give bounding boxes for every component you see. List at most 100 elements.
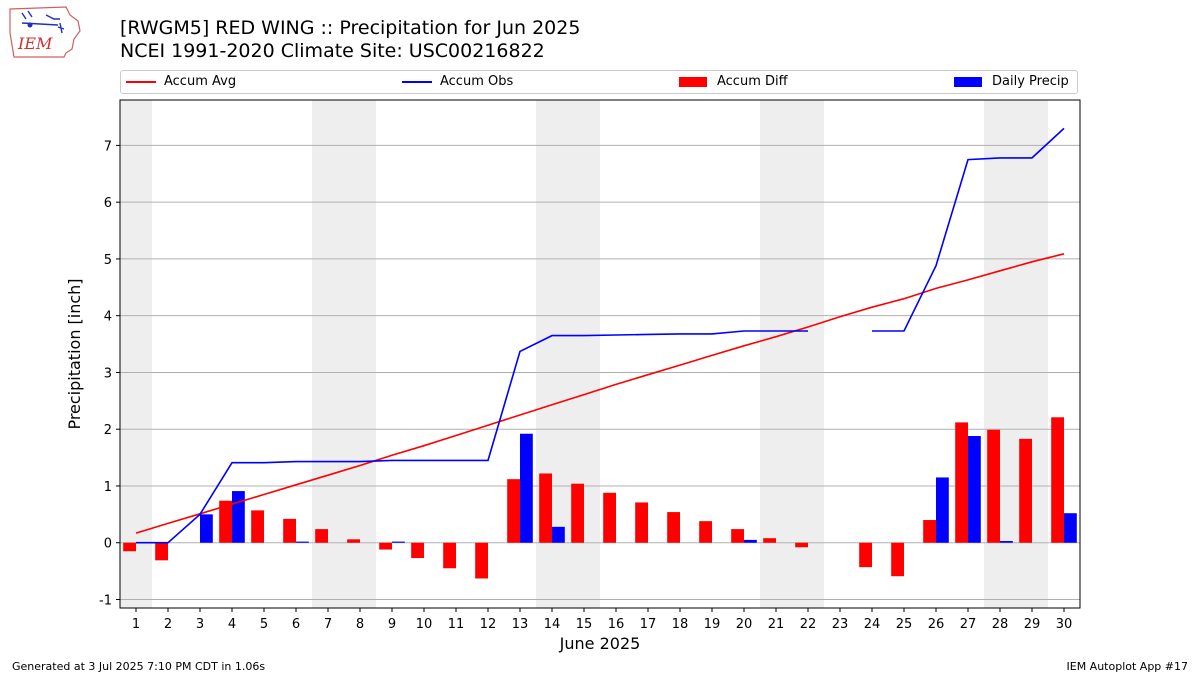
x-tick-label: 14 [544, 617, 561, 632]
x-tick-label: 16 [608, 617, 625, 632]
accum-diff-bar [1051, 417, 1064, 543]
accum-diff-bar [219, 500, 232, 543]
accum-diff-bar [699, 521, 712, 543]
accum-diff-bar [315, 529, 328, 543]
chart-title: [RWGM5] RED WING :: Precipitation for Ju… [120, 17, 581, 39]
x-tick-label: 23 [832, 617, 849, 632]
x-tick-label: 13 [512, 617, 529, 632]
daily-precip-bar [1000, 541, 1013, 543]
y-tick-label: -1 [99, 593, 112, 608]
x-tick-label: 6 [292, 617, 300, 632]
accum-diff-bar [763, 538, 776, 543]
accum-diff-bar [283, 518, 296, 543]
legend-swatch-accum-obs [402, 80, 432, 83]
accum-obs-line [872, 127, 1065, 332]
y-tick-label: 1 [104, 480, 112, 495]
logo-text: IEM [17, 34, 53, 53]
legend-item-daily-precip: Daily Precip [954, 74, 1069, 89]
accum-diff-bar [1019, 438, 1032, 543]
legend-label-accum-avg: Accum Avg [164, 74, 237, 89]
legend-swatch-accum-avg [126, 80, 156, 83]
weather-symbols-icon [21, 10, 65, 34]
accum-diff-bar [731, 529, 744, 543]
daily-precip-bar [296, 541, 309, 543]
legend-item-accum-avg: Accum Avg [126, 74, 236, 89]
x-tick-label: 17 [640, 617, 657, 632]
x-tick-label: 3 [196, 617, 204, 632]
legend-label-accum-diff: Accum Diff [717, 74, 788, 89]
x-tick-label: 2 [164, 617, 172, 632]
x-tick-label: 7 [324, 617, 332, 632]
daily-precip-bar [936, 477, 949, 543]
x-tick-label: 15 [576, 617, 593, 632]
accum-diff-bar [891, 542, 904, 577]
accum-diff-bar [411, 542, 424, 559]
x-tick-label: 20 [736, 617, 753, 632]
accum-obs-line [136, 330, 808, 544]
plot-frame [119, 99, 1081, 609]
x-tick-label: 28 [992, 617, 1009, 632]
legend: Accum Avg Accum Obs Accum Diff Daily Pre… [120, 70, 1078, 94]
accum-diff-bar [443, 542, 456, 569]
legend-label-daily-precip: Daily Precip [992, 74, 1069, 89]
x-tick-label: 24 [864, 617, 881, 632]
accum-diff-bar [987, 429, 1000, 543]
footer-generated: Generated at 3 Jul 2025 7:10 PM CDT in 1… [12, 660, 266, 673]
daily-precip-bar [968, 436, 981, 543]
accum-diff-bar [347, 539, 360, 543]
x-tick-label: 30 [1056, 617, 1073, 632]
y-tick-label: 6 [104, 196, 112, 211]
x-tick-label: 19 [704, 617, 721, 632]
x-tick-label: 4 [228, 617, 236, 632]
y-axis-label: Precipitation [inch] [65, 278, 84, 429]
y-tick-label: 5 [104, 253, 112, 268]
x-tick-label: 26 [928, 617, 945, 632]
x-tick-label: 10 [416, 617, 433, 632]
x-tick-label: 9 [388, 617, 396, 632]
x-tick-label: 8 [356, 617, 364, 632]
y-tick-label: 2 [104, 423, 112, 438]
weekend-band [344, 100, 376, 608]
iem-logo: IEM [9, 6, 81, 58]
x-tick-label: 25 [896, 617, 913, 632]
y-tick-label: 3 [104, 366, 112, 381]
x-axis-label: June 2025 [559, 634, 641, 653]
x-tick-label: 22 [800, 617, 817, 632]
x-tick-label: 29 [1024, 617, 1041, 632]
lines [135, 127, 1065, 544]
weekend-band [792, 100, 824, 608]
legend-item-accum-diff: Accum Diff [679, 74, 788, 89]
daily-precip-bar [232, 491, 245, 543]
x-tick-label: 5 [260, 617, 268, 632]
x-tick-label: 12 [480, 617, 497, 632]
y-tick-label: 0 [104, 537, 112, 552]
accum-diff-bar [635, 502, 648, 543]
accum-diff-bar [539, 473, 552, 543]
daily-precip-bar [552, 526, 565, 543]
accum-diff-bar [507, 479, 520, 543]
accum-diff-bar [379, 542, 392, 550]
daily-precip-bar [200, 514, 213, 543]
y-tick-label: 4 [104, 310, 112, 325]
x-tick-label: 21 [768, 617, 785, 632]
gridlines [120, 144, 1080, 600]
accum-diff-bar [123, 542, 136, 552]
daily-precip-bar [1064, 513, 1077, 543]
accum-diff-bar [571, 483, 584, 543]
accum-diff-bar [859, 542, 872, 568]
chart-subtitle: NCEI 1991-2020 Climate Site: USC00216822 [120, 40, 545, 62]
bars [123, 417, 1077, 579]
accum-diff-bar [667, 512, 680, 543]
legend-label-accum-obs: Accum Obs [440, 74, 514, 89]
daily-precip-bar [744, 539, 757, 543]
accum-diff-bar [603, 492, 616, 543]
x-tick-label: 11 [448, 617, 465, 632]
accum-avg-line [135, 253, 1065, 534]
accum-diff-bar [475, 542, 488, 579]
accum-diff-bar [923, 520, 936, 543]
legend-swatch-accum-diff [679, 76, 707, 87]
weekend-band [312, 100, 344, 608]
x-tick-label: 27 [960, 617, 977, 632]
